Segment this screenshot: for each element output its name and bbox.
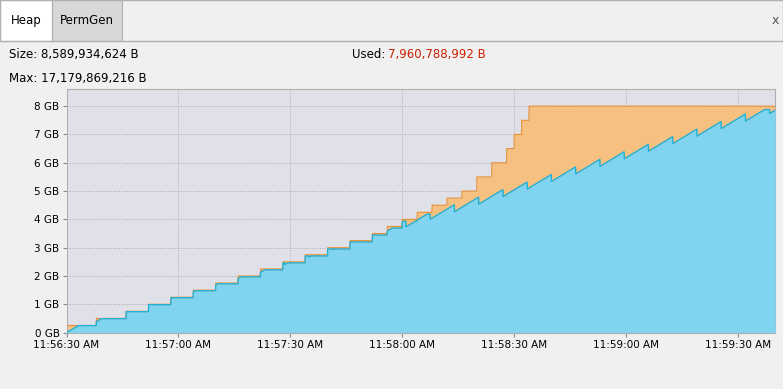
Text: Used:: Used: — [352, 48, 389, 61]
Text: 7,960,788,992 B: 7,960,788,992 B — [388, 48, 485, 61]
Text: PermGen: PermGen — [60, 14, 114, 27]
Text: x: x — [771, 14, 779, 27]
Text: Max: 17,179,869,216 B: Max: 17,179,869,216 B — [9, 72, 147, 85]
Bar — [52, 0, 122, 41]
Legend: Heap size, Used heap: Heap size, Used heap — [598, 385, 770, 389]
Text: Size: 8,589,934,624 B: Size: 8,589,934,624 B — [9, 48, 139, 61]
Text: Heap: Heap — [11, 14, 41, 27]
Bar — [0, 0, 52, 41]
